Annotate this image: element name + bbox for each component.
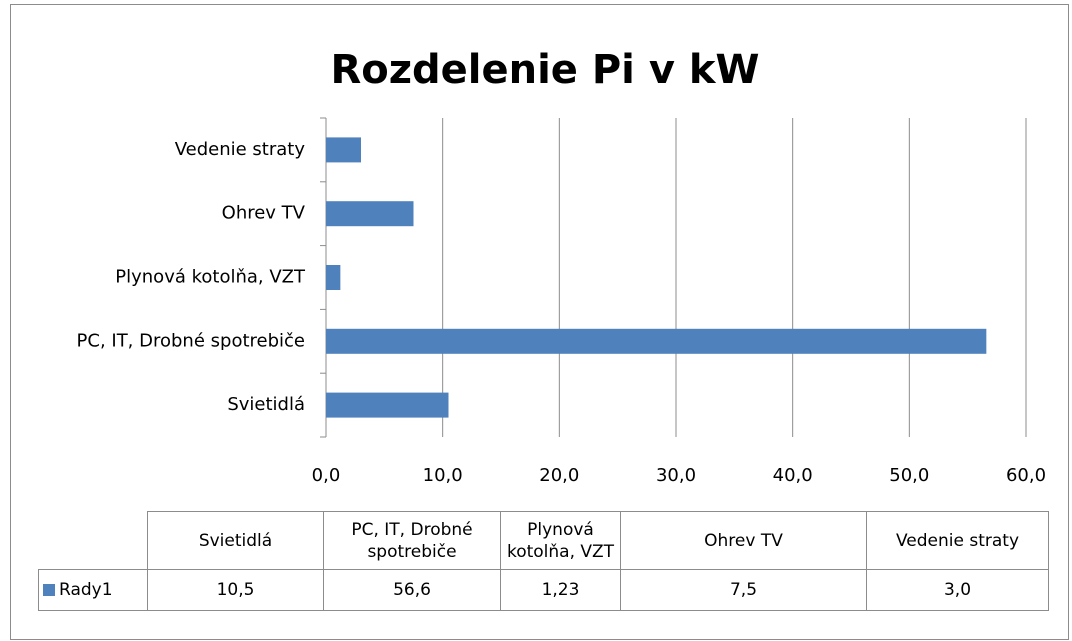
y-tick-label: Plynová kotolňa, VZT [115, 267, 306, 288]
legend-entry: Rady1 [38, 569, 148, 611]
legend-label: Rady1 [59, 580, 113, 600]
legend-key [43, 584, 55, 596]
bar [326, 392, 449, 418]
x-tick-label: 20,0 [539, 465, 579, 486]
x-tick-label: 0,0 [312, 465, 341, 486]
table-value: 56,6 [323, 569, 501, 611]
table-value: 3,0 [866, 569, 1049, 611]
chart-title: Rozdelenie Pi v kW [330, 47, 759, 93]
y-tick-label: Vedenie straty [175, 139, 306, 160]
table-value: 7,5 [620, 569, 867, 611]
x-tick-label: 50,0 [889, 465, 929, 486]
bar [326, 265, 341, 290]
table-header: Svietidlá [147, 511, 324, 570]
x-tick-label: 40,0 [773, 465, 813, 486]
table-value: 10,5 [147, 569, 324, 611]
table-header: Ohrev TV [620, 511, 867, 570]
y-tick-label: Svietidlá [227, 394, 305, 415]
chart-border [10, 4, 1069, 640]
table-header: PC, IT, Drobné spotrebiče [323, 511, 501, 570]
x-tick-label: 30,0 [656, 465, 696, 486]
table-value: 1,23 [500, 569, 621, 611]
bar [326, 137, 361, 163]
bar [326, 201, 414, 227]
table-header: Vedenie straty [866, 511, 1049, 570]
x-tick-label: 10,0 [423, 465, 463, 486]
y-tick-label: PC, IT, Drobné spotrebiče [77, 330, 305, 351]
y-tick-label: Ohrev TV [222, 203, 306, 224]
x-tick-label: 60,0 [1006, 465, 1046, 486]
bar [326, 328, 987, 354]
table-header: Plynová kotolňa, VZT [500, 511, 621, 570]
